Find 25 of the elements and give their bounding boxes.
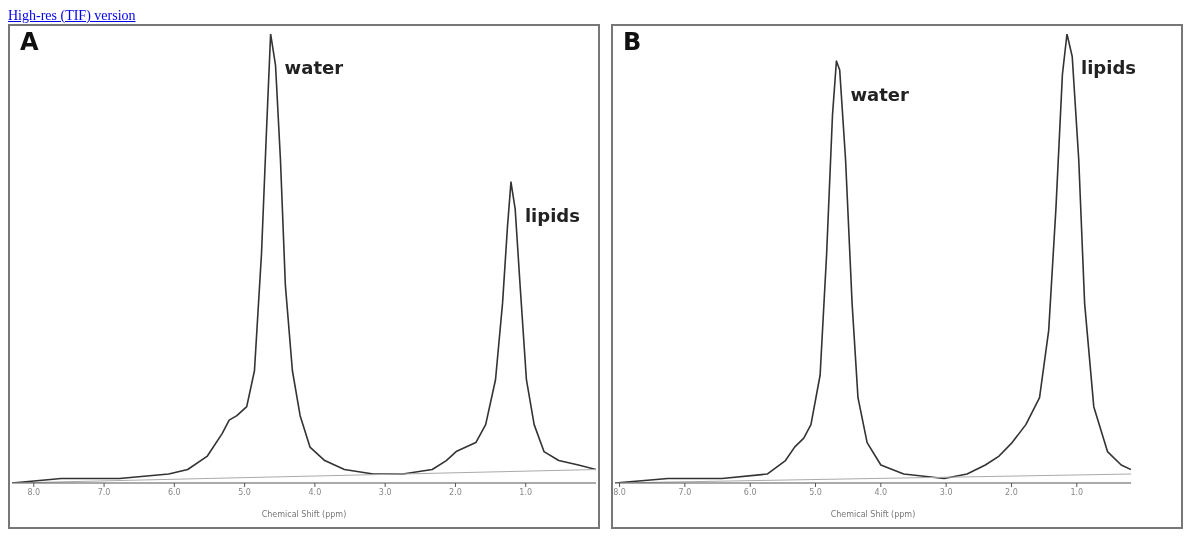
annotation: lipids <box>524 205 580 227</box>
x-tick-label: 3.0 <box>378 487 392 497</box>
x-tick-label: 5.0 <box>238 487 251 497</box>
x-tick-label: 4.0 <box>874 487 888 497</box>
chart-title: B <box>623 28 642 56</box>
annotation: water <box>284 57 344 78</box>
x-tick-label: 1.0 <box>519 487 533 497</box>
x-axis-title: Chemical Shift (ppm) <box>261 510 347 519</box>
x-tick-label: 6.0 <box>743 487 757 497</box>
text: High-res (TIF) version <box>8 8 136 23</box>
x-axis-title: Chemical Shift (ppm) <box>830 510 916 519</box>
x-tick-label: 8.0 <box>613 487 626 497</box>
annotation: lipids <box>1080 57 1136 78</box>
chart-title: A <box>20 28 39 56</box>
annotation: water <box>850 83 910 105</box>
x-tick-label: 3.0 <box>939 487 953 497</box>
x-tick-label: 7.0 <box>678 487 692 497</box>
x-tick-label: 6.0 <box>167 487 181 497</box>
x-tick-label: 2.0 <box>1005 487 1018 497</box>
x-tick-label: 7.0 <box>97 487 111 497</box>
x-tick-label: 4.0 <box>308 487 322 497</box>
x-tick-label: 8.0 <box>27 487 41 497</box>
x-tick-label: 1.0 <box>1070 487 1084 497</box>
x-tick-label: 5.0 <box>809 487 822 497</box>
x-tick-label: 2.0 <box>449 487 462 497</box>
